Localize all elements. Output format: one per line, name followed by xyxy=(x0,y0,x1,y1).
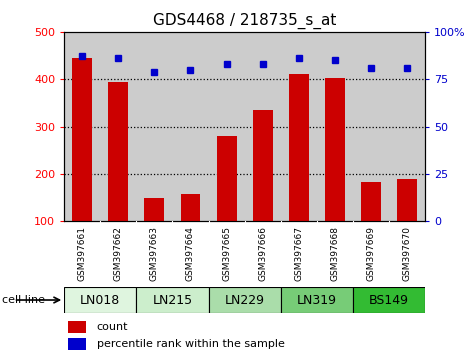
Bar xyxy=(317,32,353,221)
Bar xyxy=(361,182,381,221)
Bar xyxy=(136,287,209,313)
Bar xyxy=(281,32,317,221)
Text: cell line: cell line xyxy=(2,295,46,305)
Text: GSM397661: GSM397661 xyxy=(78,227,86,281)
Bar xyxy=(172,32,209,221)
Bar xyxy=(68,338,86,350)
Text: count: count xyxy=(96,322,128,332)
Text: GSM397662: GSM397662 xyxy=(114,227,123,281)
Bar xyxy=(180,194,200,221)
Text: percentile rank within the sample: percentile rank within the sample xyxy=(96,339,285,349)
Bar xyxy=(281,287,353,313)
Text: BS149: BS149 xyxy=(369,293,409,307)
Text: GSM397669: GSM397669 xyxy=(367,227,375,281)
Bar xyxy=(64,287,136,313)
Text: GSM397663: GSM397663 xyxy=(150,227,159,281)
Bar xyxy=(100,32,136,221)
Bar xyxy=(353,32,389,221)
Text: GSM397667: GSM397667 xyxy=(294,227,303,281)
Bar xyxy=(353,287,425,313)
Bar xyxy=(253,109,273,221)
Title: GDS4468 / 218735_s_at: GDS4468 / 218735_s_at xyxy=(153,13,336,29)
Text: GSM397666: GSM397666 xyxy=(258,227,267,281)
Bar xyxy=(289,74,309,221)
Bar xyxy=(144,198,164,221)
Bar xyxy=(245,32,281,221)
Text: GSM397670: GSM397670 xyxy=(403,227,411,281)
Bar xyxy=(389,32,425,221)
Bar xyxy=(68,321,86,333)
Text: GSM397665: GSM397665 xyxy=(222,227,231,281)
Text: LN215: LN215 xyxy=(152,293,192,307)
Text: LN018: LN018 xyxy=(80,293,120,307)
Bar xyxy=(136,32,172,221)
Text: GSM397668: GSM397668 xyxy=(331,227,339,281)
Bar xyxy=(72,58,92,221)
Bar xyxy=(209,287,281,313)
Bar xyxy=(217,136,237,221)
Bar xyxy=(64,32,100,221)
Text: GSM397664: GSM397664 xyxy=(186,227,195,281)
Text: LN229: LN229 xyxy=(225,293,265,307)
Text: LN319: LN319 xyxy=(297,293,337,307)
Bar xyxy=(325,78,345,221)
Bar xyxy=(209,32,245,221)
Bar xyxy=(397,179,417,221)
Bar xyxy=(108,81,128,221)
